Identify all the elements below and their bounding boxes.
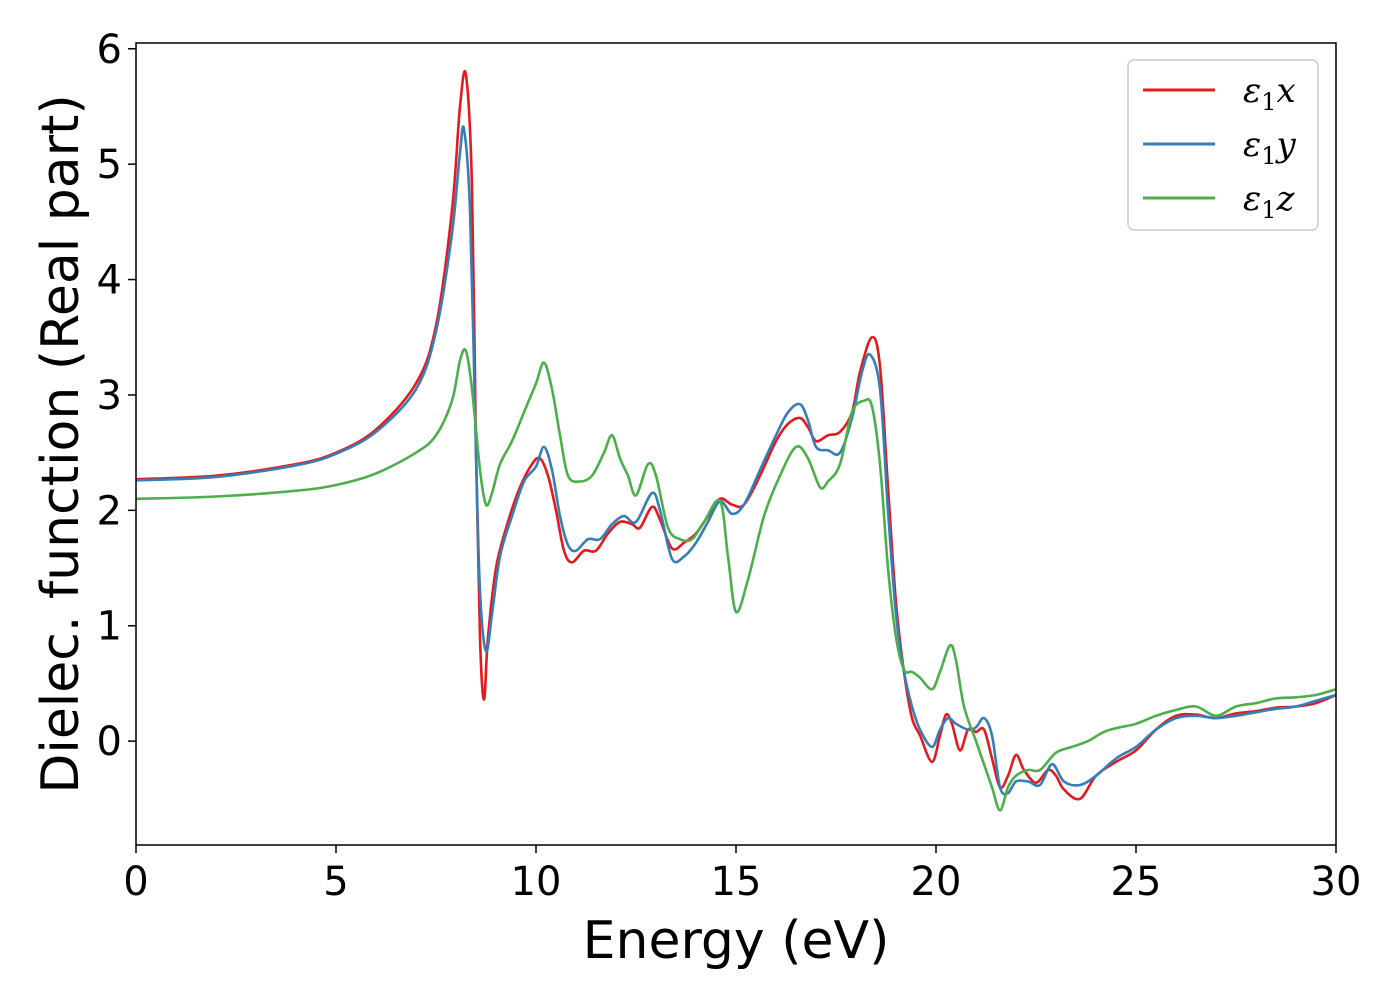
y-tick-label: 6 <box>97 27 122 73</box>
legend-label-z: ε1z <box>1243 179 1296 224</box>
y-tick-label: 3 <box>97 373 122 419</box>
x-axis-title: Energy (eV) <box>583 911 890 971</box>
y-axis-title: Dielec. function (Real part) <box>31 94 91 793</box>
legend-label-y: ε1y <box>1243 125 1297 170</box>
y-tick-label: 0 <box>97 719 122 765</box>
series-layer <box>135 70 1337 812</box>
x-tick-label: 20 <box>911 859 962 905</box>
y-tick-label: 1 <box>97 604 122 650</box>
x-tick-label: 5 <box>323 859 348 905</box>
x-axis: 0 5 10 15 20 25 30 <box>123 845 1361 905</box>
y-tick-label: 5 <box>97 142 122 188</box>
legend-label-x: ε1x <box>1243 71 1296 116</box>
y-tick-label: 2 <box>97 488 122 534</box>
legend-box <box>1127 59 1319 231</box>
x-tick-label: 25 <box>1111 859 1162 905</box>
x-tick-label: 15 <box>711 859 762 905</box>
series-line-x <box>135 70 1337 801</box>
legend: ε1x ε1y ε1z <box>1127 59 1319 231</box>
y-tick-label: 4 <box>97 258 122 304</box>
series-line-z <box>135 348 1337 812</box>
y-axis: 0 1 2 3 4 5 6 <box>97 27 136 765</box>
x-tick-label: 10 <box>511 859 562 905</box>
x-tick-label: 0 <box>123 859 148 905</box>
x-tick-label: 30 <box>1311 859 1362 905</box>
series-line-y <box>135 125 1337 796</box>
